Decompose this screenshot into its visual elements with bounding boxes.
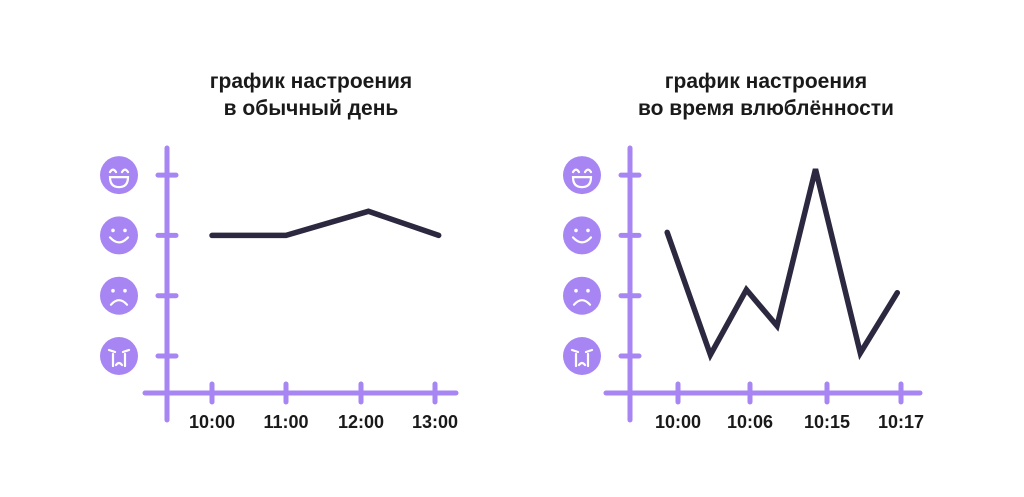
crying-face-icon [563, 337, 601, 375]
sad-circle [100, 276, 138, 315]
tears [111, 352, 127, 368]
chart-title-in-love: график настроения во время влюблённости [586, 68, 946, 122]
left-eye [574, 288, 578, 293]
crying-mouth [114, 361, 124, 367]
smiling-face-icon [100, 216, 138, 255]
laughing-face-icon [563, 156, 601, 195]
sad-face-icon [563, 276, 601, 315]
chart-title-line-1: график настроения [664, 70, 868, 93]
x-tick-label: 10:06 [727, 412, 773, 432]
sad-circle [563, 276, 601, 315]
frown-mouth [109, 299, 129, 306]
laughing-circle [100, 156, 138, 195]
x-tick-label: 10:17 [878, 412, 924, 432]
smile-mouth [571, 236, 593, 244]
laughing-mouth [571, 176, 593, 189]
x-tick-label: 12:00 [338, 412, 384, 432]
crying-circle [563, 337, 601, 375]
left-eye [111, 288, 115, 293]
laughing-mouth [108, 176, 130, 189]
crying-brows [107, 348, 131, 354]
chart-title-line-2: во время влюблённости [638, 97, 894, 120]
crying-face-icon [100, 337, 138, 375]
right-eye [123, 288, 127, 293]
tears [574, 352, 590, 368]
x-tick-label: 10:00 [655, 412, 701, 432]
smiling-face-icon [563, 216, 601, 255]
mood-chart-1: 10:00 11:00 12:00 13:00 [100, 145, 459, 432]
frown-mouth [572, 299, 592, 306]
x-tick-label: 10:00 [189, 412, 235, 432]
chart-title-line-2: в обычный день [223, 97, 399, 120]
crying-brows [570, 348, 594, 354]
x-tick-label: 13:00 [412, 412, 458, 432]
crying-circle [100, 337, 138, 375]
crying-mouth [577, 361, 587, 367]
left-eye [111, 228, 115, 233]
happy-circle [563, 216, 601, 255]
x-tick-label: 10:15 [804, 412, 850, 432]
right-eye [586, 288, 590, 293]
laughing-eyes [571, 168, 593, 174]
mood-line [209, 208, 442, 239]
laughing-eyes [108, 168, 130, 174]
sad-face-icon [100, 276, 138, 315]
laughing-face-icon [100, 156, 138, 195]
chart-title-normal-day: график настроения в обычный день [131, 68, 491, 122]
chart-title-line-1: график настроения [209, 70, 413, 93]
right-eye [586, 228, 590, 233]
happy-circle [100, 216, 138, 255]
mood-chart-2: 10:00 10:06 10:15 10:17 [563, 145, 924, 432]
x-tick-label: 11:00 [263, 412, 308, 432]
smile-mouth [108, 236, 130, 244]
left-eye [574, 228, 578, 233]
right-eye [123, 228, 127, 233]
mood-line [664, 168, 901, 362]
laughing-circle [563, 156, 601, 195]
